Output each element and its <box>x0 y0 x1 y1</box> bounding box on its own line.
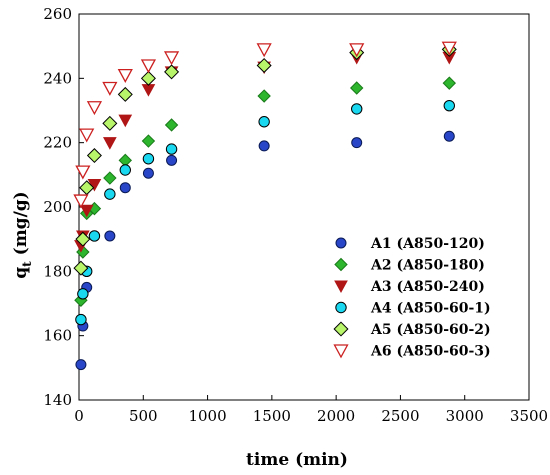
data-point-A4 <box>165 143 178 155</box>
series-A3 <box>74 51 457 253</box>
legend-marker-A4 <box>335 301 347 314</box>
x-tick-label: 2500 <box>381 407 419 425</box>
plot-frame <box>78 13 530 401</box>
data-point-A4 <box>351 103 363 115</box>
data-point-A3 <box>79 204 94 218</box>
legend-label-A2: A2 (A850-180) <box>370 258 485 274</box>
legend-item-A1: A1 (A850-120) <box>335 236 485 252</box>
legend-item-A3: A3 (A850-240) <box>334 279 485 295</box>
y-axis-title-unit: (mg/g) <box>11 191 31 261</box>
data-point-A2 <box>103 171 117 185</box>
y-tick-label: 160 <box>43 327 72 345</box>
x-axis-title: time (min) <box>246 450 348 470</box>
data-point-A5 <box>256 57 272 73</box>
legend-label-A5: A5 (A850-60-2) <box>370 322 491 338</box>
x-tick-label: 3500 <box>510 407 548 425</box>
data-point-A6 <box>140 59 157 74</box>
data-point-A6 <box>256 43 272 58</box>
data-point-A4 <box>104 188 116 200</box>
x-tick-label: 2000 <box>317 407 355 425</box>
series-A2 <box>74 76 456 307</box>
data-point-A6 <box>79 128 95 143</box>
data-point-A2 <box>257 89 271 103</box>
legend-marker-A6 <box>333 344 349 359</box>
data-point-A3 <box>103 137 117 150</box>
y-tick-label: 140 <box>43 391 72 409</box>
data-point-A4 <box>88 230 101 242</box>
data-point-A6 <box>349 43 365 58</box>
series-A4 <box>75 99 455 326</box>
data-point-A5 <box>140 70 156 86</box>
data-point-A1 <box>142 167 154 179</box>
data-point-A1 <box>443 130 455 142</box>
data-point-A6 <box>102 81 118 96</box>
data-markers <box>73 41 457 371</box>
legend-item-A4: A4 (A850-60-1) <box>335 301 491 317</box>
legend-label-A1: A1 (A850-120) <box>370 236 485 252</box>
legend-marker-A1 <box>335 237 347 249</box>
data-point-A5 <box>73 260 89 276</box>
y-tick-label: 220 <box>43 134 72 152</box>
legend-item-A5: A5 (A850-60-2) <box>333 321 491 338</box>
data-point-A1 <box>351 137 363 149</box>
legend-marker-A3 <box>334 280 348 294</box>
data-point-A2 <box>350 81 364 95</box>
data-point-A1 <box>104 230 116 242</box>
data-point-A2 <box>164 118 179 132</box>
y-axis-title-main: q <box>11 267 31 279</box>
data-point-A6 <box>75 165 91 180</box>
x-tick-label: 1000 <box>188 407 226 425</box>
y-axis-title-sub: t <box>20 261 34 267</box>
tick-labels: 0 500 1000 1500 2000 2500 3000 3500 140 160 180 200… <box>43 5 548 425</box>
data-point-A5 <box>117 86 133 102</box>
data-point-A5 <box>102 115 118 131</box>
legend-label-A6: A6 (A850-60-3) <box>370 344 491 360</box>
data-point-A6 <box>163 51 180 66</box>
x-tick-label: 500 <box>129 407 158 425</box>
data-point-A2 <box>141 134 156 148</box>
data-point-A2 <box>442 76 456 90</box>
legend-marker-A2 <box>334 257 348 272</box>
data-point-A5 <box>164 64 180 80</box>
data-point-A6 <box>117 68 133 83</box>
x-tick-label: 3000 <box>446 407 484 425</box>
data-point-A5 <box>86 148 102 164</box>
data-point-A1 <box>75 359 87 371</box>
y-axis-title: qt (mg/g) <box>11 191 34 278</box>
data-point-A1 <box>119 182 131 194</box>
data-point-A4 <box>77 288 89 300</box>
data-point-A4 <box>119 164 131 176</box>
data-point-A4 <box>142 153 155 165</box>
data-point-A4 <box>443 99 455 112</box>
x-tick-label: 1500 <box>253 407 291 425</box>
data-point-A4 <box>258 116 270 128</box>
data-point-A3 <box>118 114 133 128</box>
data-point-A4 <box>75 313 87 326</box>
plot-border <box>78 13 530 401</box>
data-point-A3 <box>141 84 156 97</box>
series-A6 <box>73 41 457 209</box>
legend-label-A4: A4 (A850-60-1) <box>370 301 491 317</box>
data-point-A6 <box>441 41 457 56</box>
legend-label-A3: A3 (A850-240) <box>370 279 485 295</box>
data-point-A6 <box>73 194 89 209</box>
y-tick-label: 180 <box>43 262 72 280</box>
legend: A1 (A850-120) A2 (A850-180) A3 (A850-240) A… <box>333 236 491 360</box>
data-point-A6 <box>86 101 103 116</box>
legend-item-A2: A2 (A850-180) <box>334 257 485 274</box>
x-tick-label: 0 <box>74 407 84 425</box>
y-tick-label: 260 <box>43 5 72 23</box>
data-point-A1 <box>166 154 178 166</box>
legend-item-A6: A6 (A850-60-3) <box>333 344 491 360</box>
y-tick-label: 200 <box>43 198 72 216</box>
y-tick-label: 240 <box>43 69 72 87</box>
legend-marker-A5 <box>333 321 349 337</box>
axis-ticks <box>78 13 530 401</box>
data-point-A5 <box>75 231 91 247</box>
data-point-A1 <box>258 140 270 152</box>
